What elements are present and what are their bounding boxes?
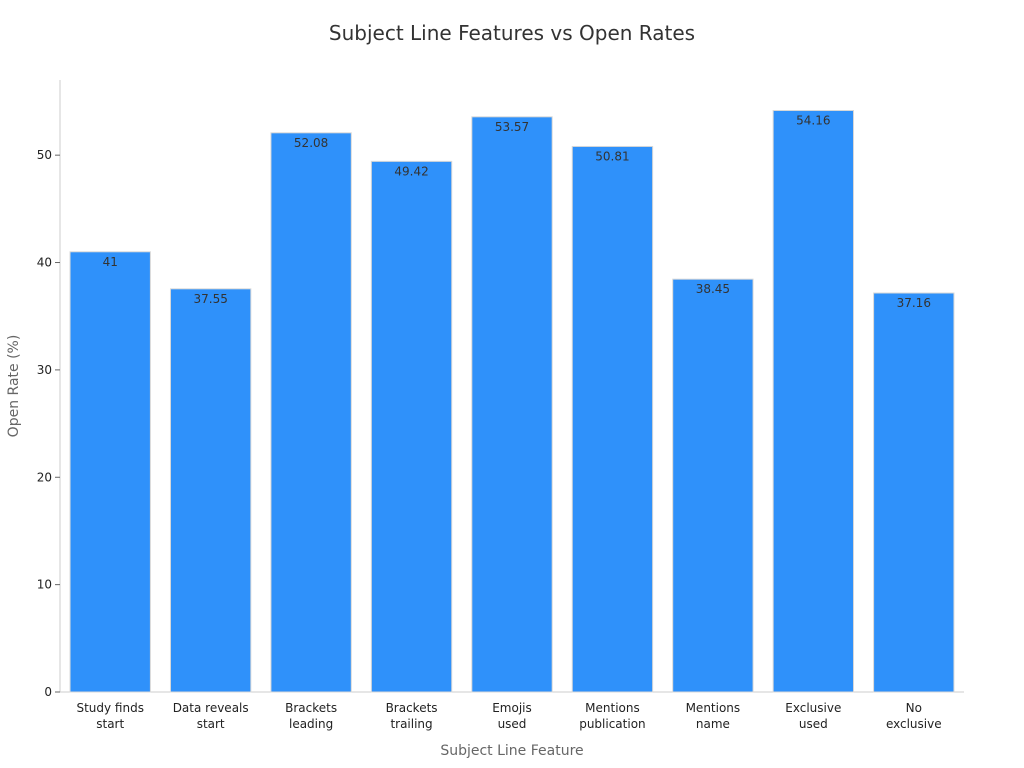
bar-value-label: 53.57 bbox=[495, 120, 529, 134]
bar-value-label: 50.81 bbox=[595, 149, 629, 163]
bar-value-label: 54.16 bbox=[796, 113, 830, 127]
x-category-label-line: start bbox=[197, 717, 225, 731]
x-category-label-line: Exclusive bbox=[785, 701, 841, 715]
bar bbox=[672, 278, 754, 693]
x-category-label-line: Study finds bbox=[76, 701, 144, 715]
x-category-label-line: Emojis bbox=[492, 701, 532, 715]
bar bbox=[370, 160, 453, 693]
data-labels-group: 41 37.55 52.08 49.42 53.57 50.81 38.45 54.16 37.… bbox=[103, 113, 931, 310]
bar-value-label: 38.45 bbox=[696, 282, 730, 296]
x-axis-category-labels: Study finds start Data reveals start Bracket… bbox=[76, 701, 941, 731]
bar bbox=[471, 116, 553, 693]
chart-title: Subject Line Features vs Open Rates bbox=[329, 21, 695, 45]
x-category-label-line: name bbox=[696, 717, 730, 731]
x-category-label: Data reveals start bbox=[173, 701, 249, 731]
x-category-label: Mentions publication bbox=[579, 701, 645, 731]
x-category-label: No exclusive bbox=[886, 701, 942, 731]
x-category-label-line: No bbox=[906, 701, 922, 715]
x-category-label-line: exclusive bbox=[886, 717, 942, 731]
y-tick-label: 40 bbox=[37, 256, 52, 270]
x-category-label-line: Mentions bbox=[585, 701, 640, 715]
bar bbox=[270, 132, 352, 693]
x-category-label-line: start bbox=[96, 717, 124, 731]
x-category-label: Brackets leading bbox=[285, 701, 337, 731]
bar-value-label: 52.08 bbox=[294, 136, 328, 150]
x-category-label-line: Mentions bbox=[686, 701, 741, 715]
x-category-label-line: leading bbox=[289, 717, 333, 731]
x-category-label-line: Brackets bbox=[386, 701, 438, 715]
x-category-label-line: Data reveals bbox=[173, 701, 249, 715]
bars-group bbox=[69, 109, 955, 693]
x-category-label-line: used bbox=[799, 717, 828, 731]
y-tick-label: 0 bbox=[44, 685, 52, 699]
x-category-label: Mentions name bbox=[686, 701, 741, 731]
bar-value-label: 37.55 bbox=[193, 292, 227, 306]
bar bbox=[69, 251, 151, 693]
y-tick-label: 50 bbox=[37, 148, 52, 162]
x-category-label-line: trailing bbox=[390, 717, 432, 731]
bar-value-label: 49.42 bbox=[394, 164, 428, 178]
x-category-label-line: Brackets bbox=[285, 701, 337, 715]
x-category-label-line: used bbox=[498, 717, 527, 731]
y-tick-label: 10 bbox=[37, 578, 52, 592]
x-category-label: Brackets trailing bbox=[386, 701, 438, 731]
bar bbox=[169, 288, 252, 693]
x-category-label-line: publication bbox=[579, 717, 645, 731]
y-axis-title: Open Rate (%) bbox=[6, 335, 22, 438]
bar-value-label: 41 bbox=[103, 255, 118, 269]
bar bbox=[772, 109, 855, 693]
bar-value-label: 37.16 bbox=[897, 296, 931, 310]
x-category-label: Study finds start bbox=[76, 701, 144, 731]
bar bbox=[873, 292, 955, 693]
x-category-label: Emojis used bbox=[492, 701, 532, 731]
bar bbox=[571, 145, 654, 693]
y-axis-ticks: 0 10 20 30 40 50 bbox=[37, 148, 60, 699]
y-tick-label: 30 bbox=[37, 363, 52, 377]
y-tick-label: 20 bbox=[37, 470, 52, 484]
x-axis-title: Subject Line Feature bbox=[440, 743, 583, 759]
x-category-label: Exclusive used bbox=[785, 701, 841, 731]
